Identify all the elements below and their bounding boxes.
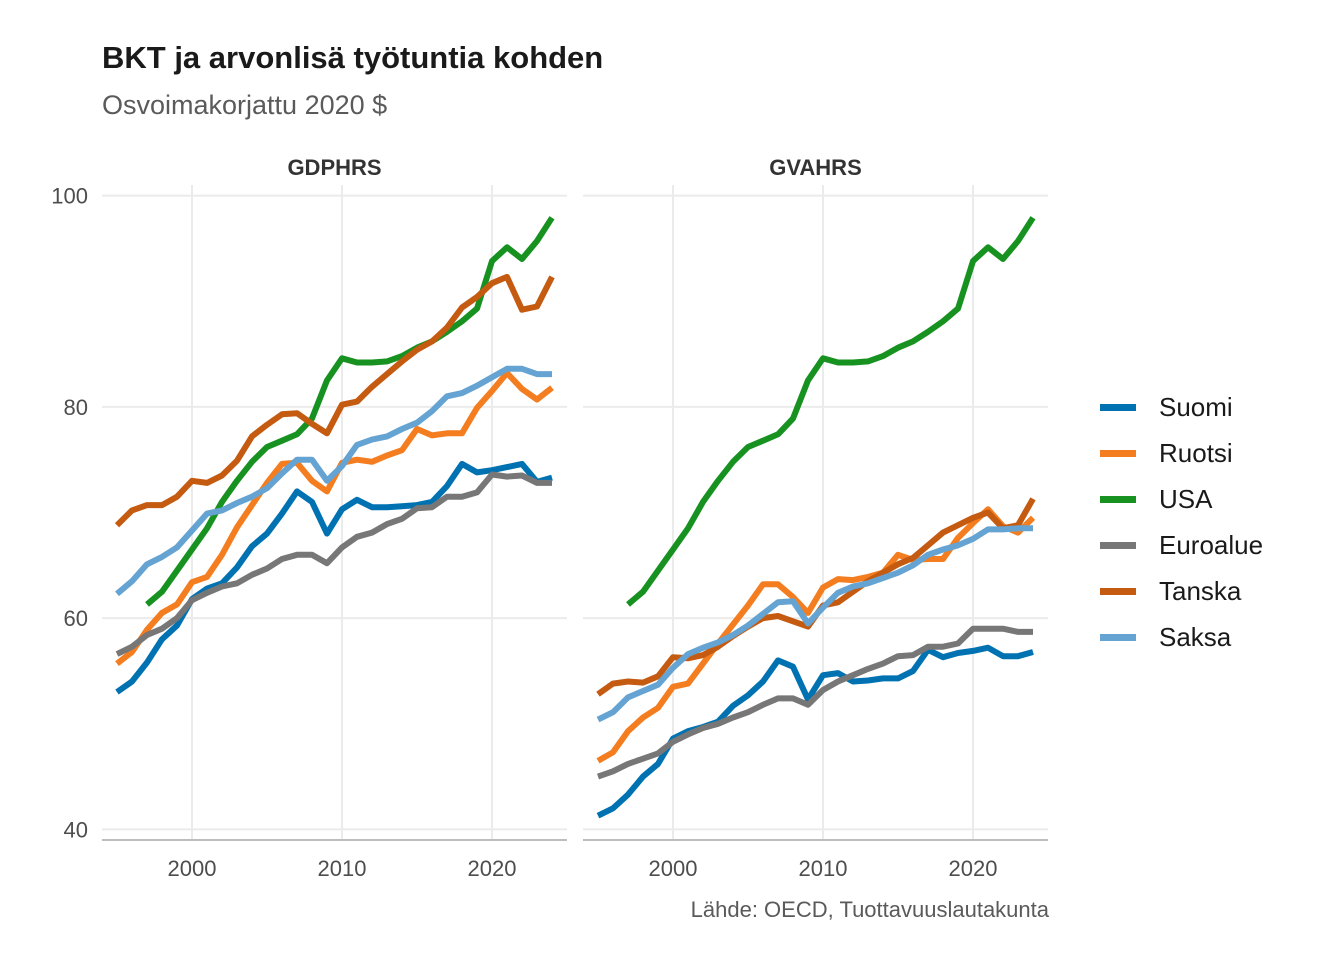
legend-item-saksa: Saksa xyxy=(1100,614,1263,660)
series-line-suomi-gdphrs xyxy=(115,460,553,695)
series-line-ruotsi-gvahrs xyxy=(596,506,1036,764)
legend-label: Ruotsi xyxy=(1159,437,1233,468)
series-line-tanska-gdphrs xyxy=(114,273,555,528)
series-line-usa-gvahrs xyxy=(626,216,1036,607)
legend-item-suomi: Suomi xyxy=(1100,384,1263,430)
series-line-saksa-gdphrs xyxy=(115,365,552,597)
legend-label: USA xyxy=(1159,483,1213,514)
chart-caption: Lähde: OECD, Tuottavuuslautakunta xyxy=(690,897,1049,922)
x-tick-label: 2020 xyxy=(949,856,998,881)
y-tick-label: 40 xyxy=(64,817,88,842)
x-tick-label: 2010 xyxy=(318,856,367,881)
legend-swatch xyxy=(1100,587,1136,595)
legend-item-usa: USA xyxy=(1100,476,1263,522)
legend-label: Euroalue xyxy=(1159,529,1264,560)
y-tick-label: 100 xyxy=(51,184,88,209)
legend-item-tanska: Tanska xyxy=(1100,568,1263,614)
legend-swatch xyxy=(1100,541,1136,549)
legend-item-euroalue: Euroalue xyxy=(1100,522,1263,568)
legend-swatch xyxy=(1100,403,1136,411)
series-line-usa-gdphrs xyxy=(145,216,555,607)
x-tick-label: 2010 xyxy=(799,856,848,881)
legend-label: Suomi xyxy=(1159,391,1233,422)
facet-label-gvahrs: GVAHRS xyxy=(769,155,862,180)
x-tick-label: 2020 xyxy=(468,856,517,881)
legend-swatch xyxy=(1100,495,1136,503)
chart-title: BKT ja arvonlisä työtuntia kohden xyxy=(102,40,604,75)
x-tick-label: 2000 xyxy=(649,856,698,881)
legend-item-ruotsi: Ruotsi xyxy=(1100,430,1263,476)
x-tick-label: 2000 xyxy=(168,856,217,881)
series-line-saksa-gvahrs xyxy=(596,525,1033,723)
y-tick-label: 60 xyxy=(64,606,88,631)
legend-swatch xyxy=(1100,633,1136,641)
chart-subtitle: Osvoimakorjattu 2020 $ xyxy=(102,90,388,120)
facet-label-gdphrs: GDPHRS xyxy=(287,155,381,180)
series-line-euroalue-gdphrs xyxy=(115,471,552,657)
legend-label: Tanska xyxy=(1159,575,1242,606)
y-tick-label: 80 xyxy=(64,395,88,420)
series-line-euroalue-gvahrs xyxy=(597,625,1033,780)
chart-legend: Suomi Ruotsi USA Euroalue Tanska Saksa xyxy=(1100,384,1263,660)
legend-label: Saksa xyxy=(1159,621,1232,652)
legend-swatch xyxy=(1100,449,1136,457)
